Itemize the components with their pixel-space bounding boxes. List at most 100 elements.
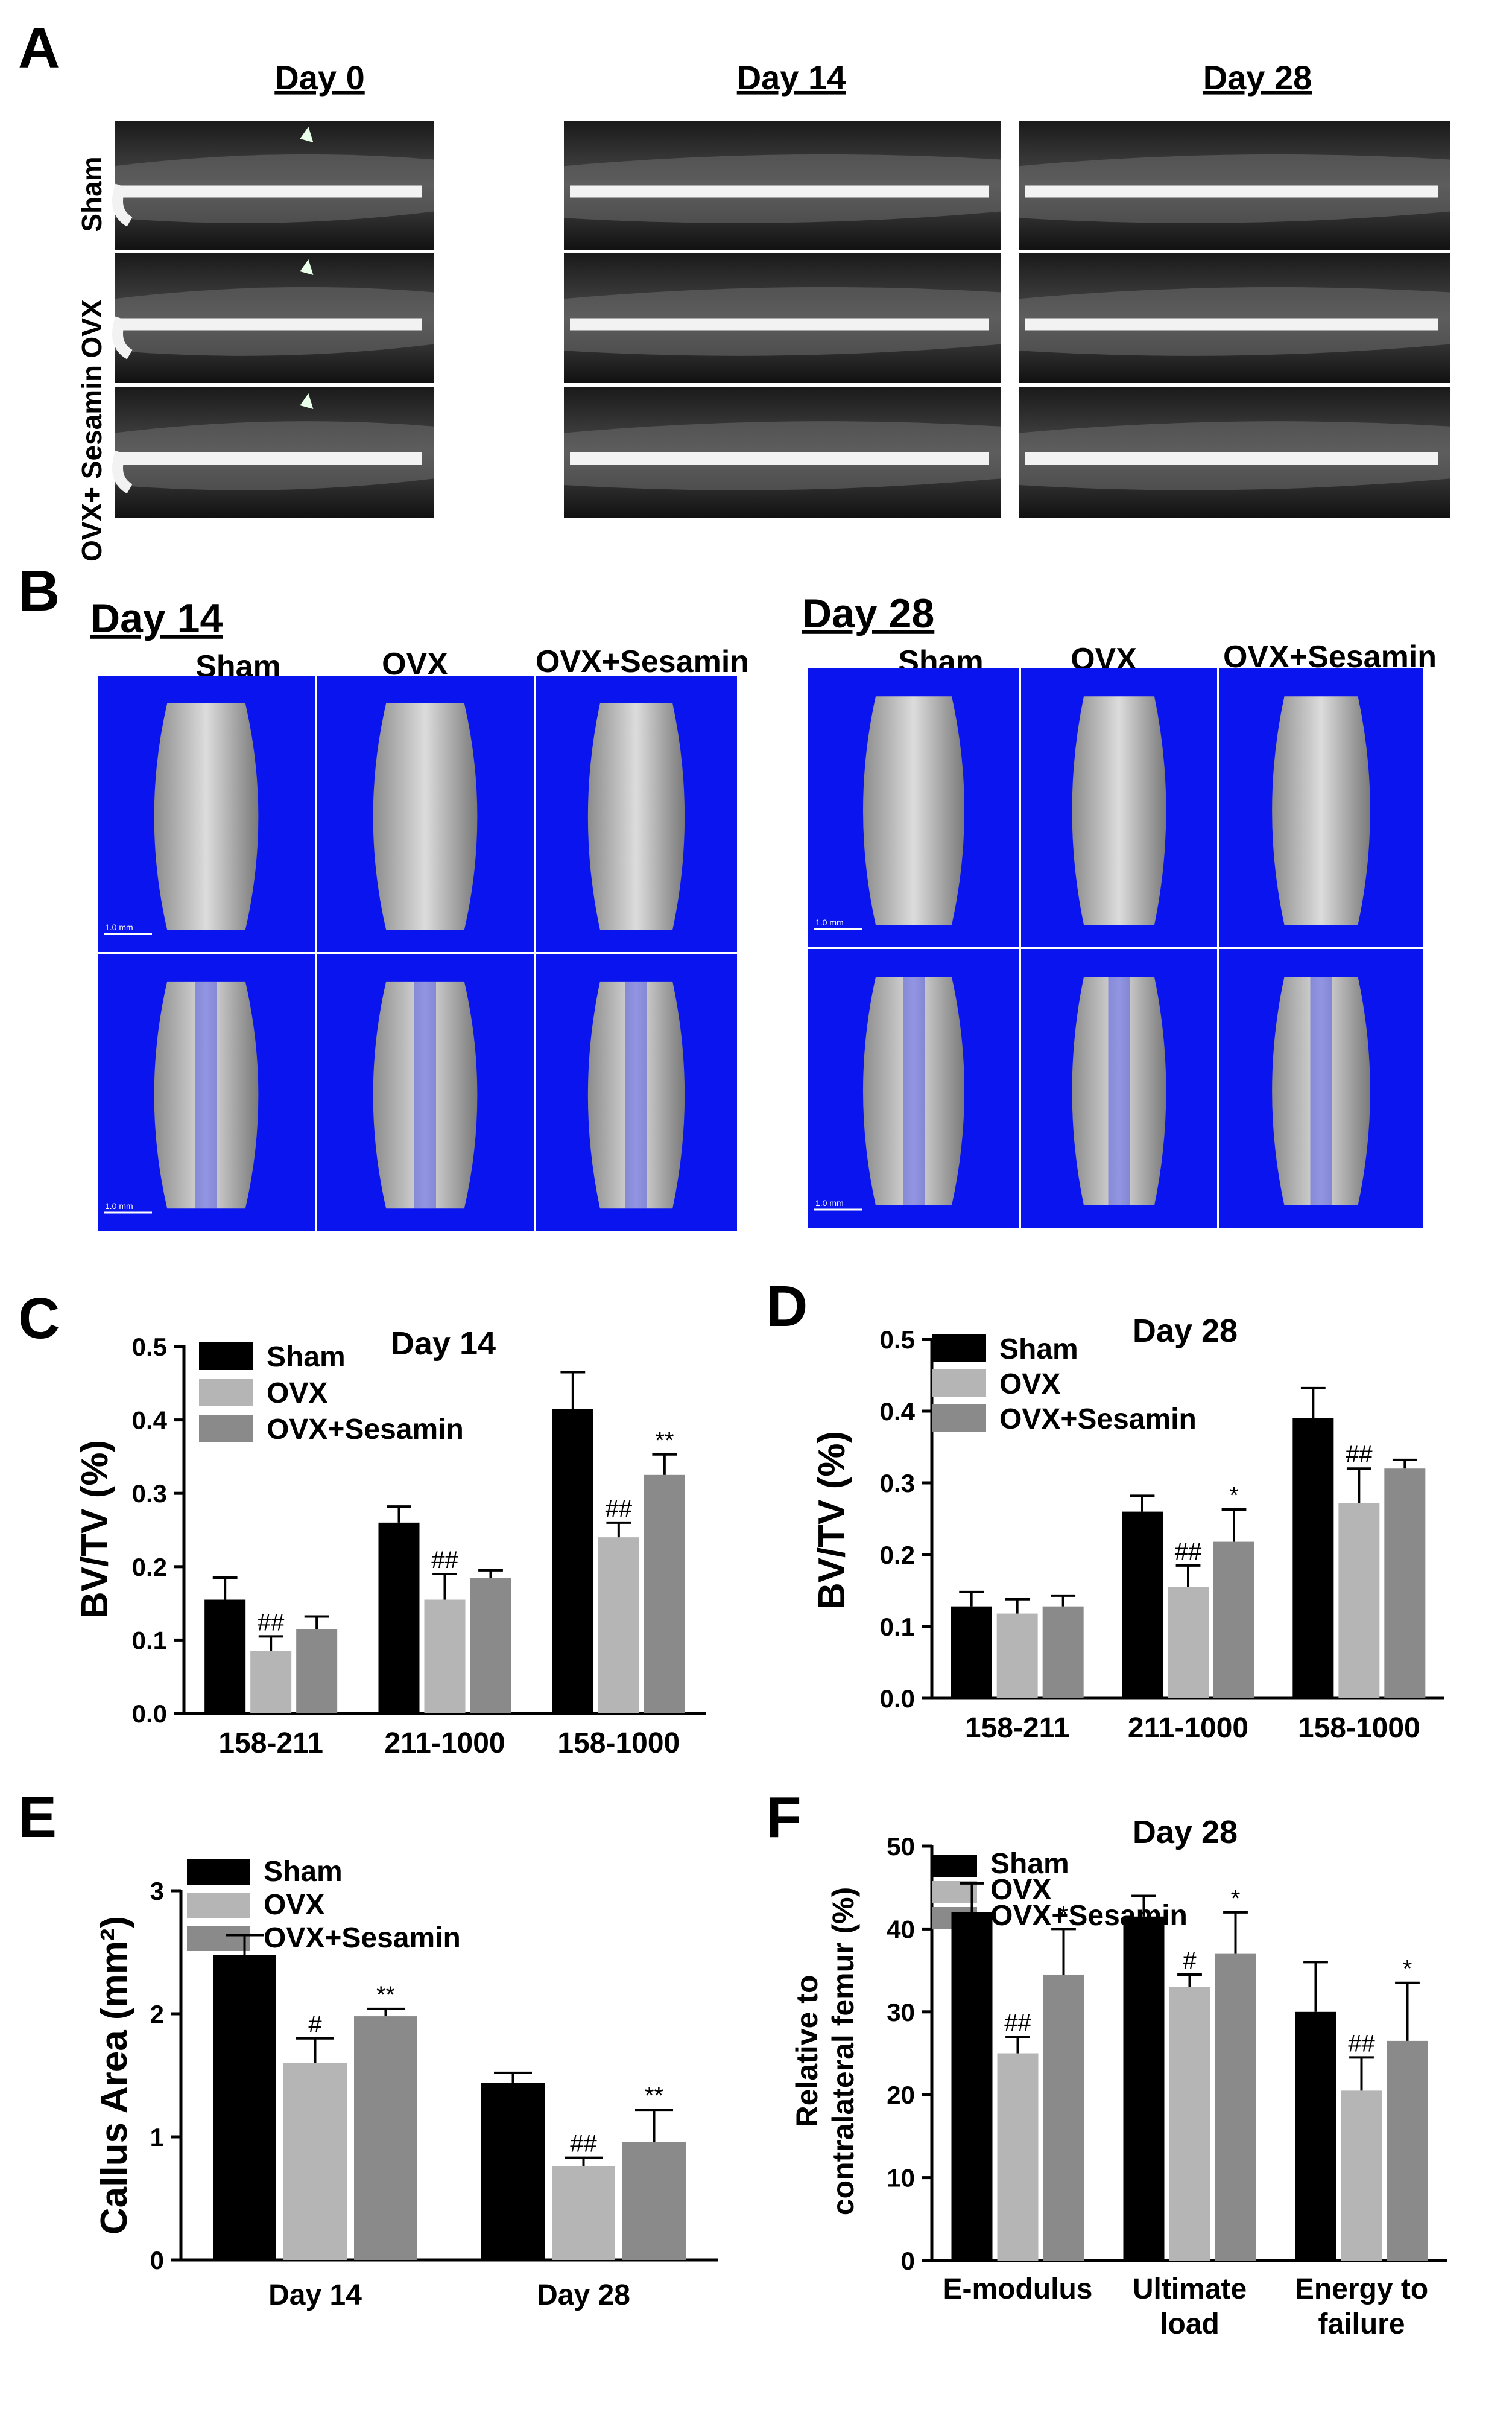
xray-image <box>1019 121 1450 250</box>
scale-bar-label: 1.0 mm <box>815 1198 844 1208</box>
xray-image <box>1019 387 1450 518</box>
category-label: 211-1000 <box>1128 1712 1248 1744</box>
bar <box>1169 1987 1210 2261</box>
microct-image: 1.0 mm <box>808 668 1019 947</box>
legend-swatch <box>932 1881 977 1903</box>
chart-title: Day 28 <box>1133 1814 1238 1850</box>
xray-image <box>112 121 434 250</box>
significance-mark: ## <box>1175 1538 1202 1565</box>
significance-mark: ## <box>258 1609 285 1636</box>
category-label: 158-211 <box>965 1712 1070 1744</box>
legend-swatch <box>187 1926 250 1951</box>
scale-bar-label: 1.0 mm <box>105 1201 133 1211</box>
category-label: E-modulus <box>943 2273 1093 2305</box>
y-tick-label: 0 <box>901 2247 915 2275</box>
chart-f: 0 10 20 30 40 50 Relative to contralateral femu… <box>790 1814 1447 2340</box>
y-tick-label: 0.3 <box>880 1469 915 1497</box>
panel-letter-b: B <box>18 559 60 623</box>
xray-image-grid <box>112 121 1450 518</box>
bar <box>1295 2011 1336 2261</box>
legend-label: OVX <box>264 1889 324 1921</box>
significance-mark: * <box>1059 1902 1069 1928</box>
y-tick-label: 40 <box>887 1915 915 1943</box>
bar <box>354 2016 417 2260</box>
category-label: Day 14 <box>268 2279 362 2311</box>
y-tick-label: 0.0 <box>880 1684 915 1713</box>
y-tick-label: 0.1 <box>880 1613 915 1641</box>
panel-letter-e: E <box>18 1785 57 1850</box>
bar <box>1043 1974 1084 2261</box>
xray-image <box>564 121 1001 250</box>
significance-mark: ## <box>570 2131 597 2157</box>
category-label: 211-1000 <box>384 1727 505 1759</box>
microct-image <box>1021 668 1217 947</box>
bar <box>296 1629 338 1713</box>
panel-a-column-day14: Day 14 <box>737 59 846 97</box>
panel-a-row-sham: Sham <box>76 156 107 232</box>
y-axis-label: BV/TV (%) <box>74 1440 116 1619</box>
panel-letter-a: A <box>18 16 60 80</box>
microct-image <box>1219 949 1423 1228</box>
legend-swatch <box>932 1855 977 1877</box>
y-tick-label: 30 <box>887 1998 915 2026</box>
microct-image <box>1219 668 1423 947</box>
panel-a-row-ovx: OVX <box>76 299 107 358</box>
bar <box>552 2166 615 2260</box>
category-label: Day 28 <box>537 2279 630 2311</box>
chart-title: Day 28 <box>1133 1313 1238 1349</box>
bar <box>1292 1418 1334 1698</box>
xray-image <box>564 387 1001 518</box>
bar <box>598 1537 639 1713</box>
bar <box>951 1912 993 2261</box>
bar <box>644 1474 685 1713</box>
xray-image <box>1019 253 1450 383</box>
panel-b-day28-heading: Day 28 <box>802 591 934 636</box>
y-tick-label: 0.4 <box>132 1406 168 1435</box>
y-tick-label: 0.5 <box>132 1333 167 1361</box>
bar <box>213 1955 276 2260</box>
bar <box>622 2142 686 2260</box>
category-label: 158-1000 <box>557 1727 680 1759</box>
panel-letter-f: F <box>766 1785 802 1850</box>
y-tick-label: 0.2 <box>132 1553 167 1581</box>
xray-image <box>564 253 1001 383</box>
bar <box>283 2063 347 2260</box>
significance-mark: ## <box>1004 2010 1031 2036</box>
bar <box>424 1599 466 1713</box>
y-tick-label: 0.2 <box>880 1541 915 1569</box>
significance-mark: ** <box>655 1427 674 1454</box>
bar <box>1387 2040 1428 2261</box>
chart-c: 0.0 0.1 0.2 0.3 0.4 0.5 BV/TV (%) Day 14 Sham OVX… <box>74 1325 706 1759</box>
microct-image: 1.0 mm <box>98 954 315 1231</box>
y-tick-label: 2 <box>150 2000 164 2028</box>
legend-swatch <box>199 1342 253 1370</box>
y-tick-label: 50 <box>887 1832 915 1861</box>
legend-swatch <box>932 1404 986 1432</box>
bar <box>996 1613 1038 1698</box>
legend-label: OVX+Sesamin <box>267 1414 464 1445</box>
microct-image <box>317 954 534 1231</box>
bar <box>250 1651 292 1713</box>
microct-image: 1.0 mm <box>98 676 315 952</box>
panel-a-column-day0: Day 0 <box>274 59 364 97</box>
legend-label: Sham <box>999 1333 1078 1365</box>
category-label: load <box>1160 2308 1219 2340</box>
legend-label: Sham <box>264 1856 343 1888</box>
bar <box>1042 1606 1084 1698</box>
bar <box>552 1409 593 1713</box>
significance-mark: ## <box>431 1547 458 1573</box>
bar <box>951 1606 992 1698</box>
y-tick-label: 20 <box>887 2081 915 2109</box>
bar <box>378 1522 420 1713</box>
y-tick-label: 0.0 <box>132 1699 167 1728</box>
legend-label: OVX <box>267 1377 327 1409</box>
bar <box>1213 1541 1254 1698</box>
y-axis-label: Callus Area (mm²) <box>93 1916 135 2235</box>
legend-swatch <box>187 1859 250 1885</box>
microct-image <box>317 676 534 952</box>
significance-mark: ## <box>1346 1441 1373 1468</box>
panel-b: B Day 14 Sham OVX OVX+Sesamin Day 28 Sha… <box>18 559 1437 1231</box>
significance-mark: ## <box>606 1496 633 1522</box>
